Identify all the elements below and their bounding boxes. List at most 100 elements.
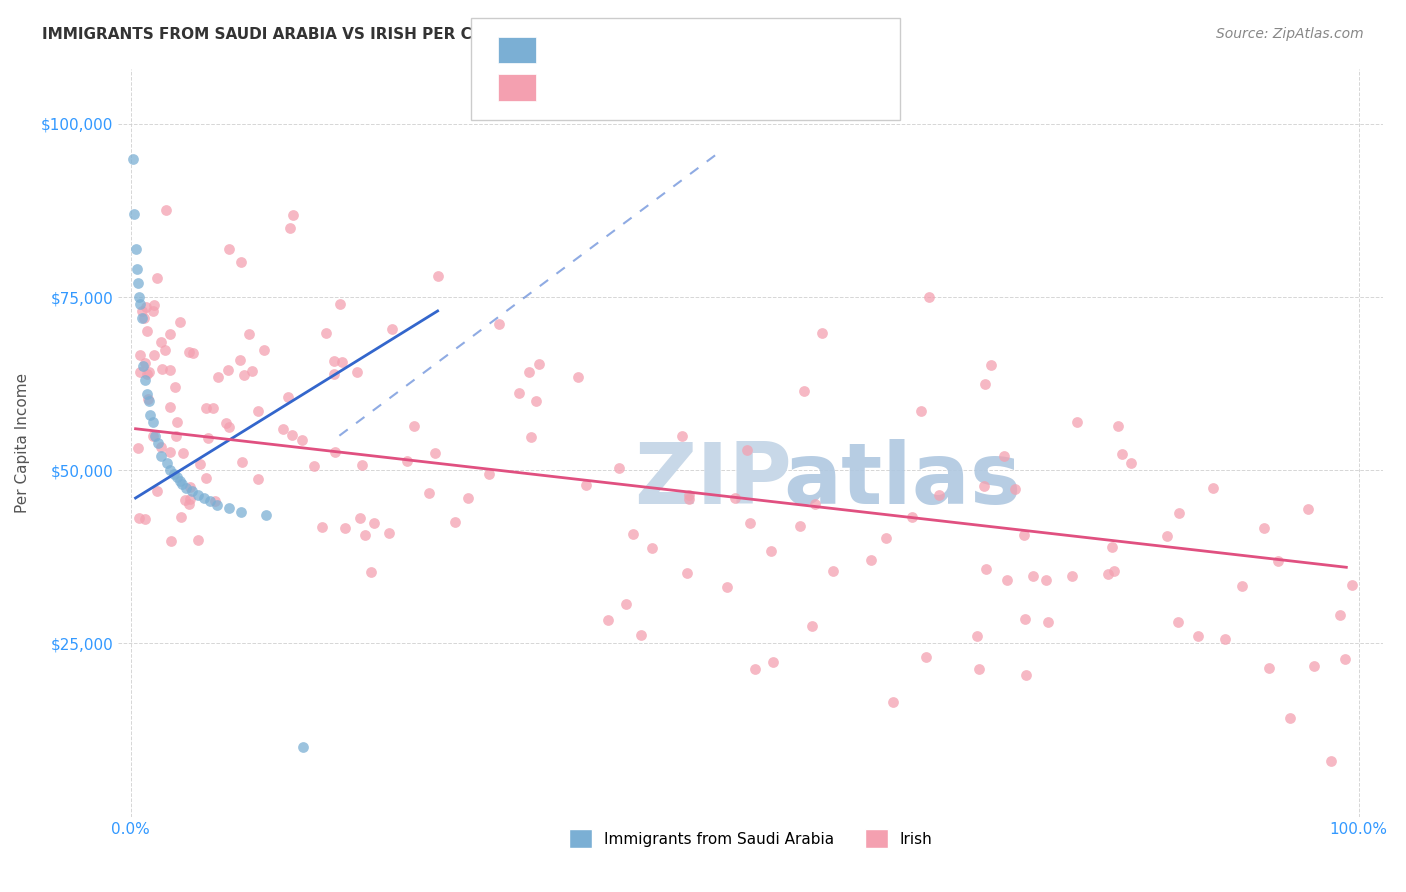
Point [1036, 615, 1059, 629]
Point [1333, 652, 1355, 666]
Point [1213, 632, 1236, 646]
Point [142, 415, 165, 429]
Point [218, 501, 240, 516]
Point [134, 356, 156, 370]
Point [801, 619, 824, 633]
Point [166, 415, 188, 429]
Point [614, 598, 637, 612]
Point [678, 488, 700, 502]
Point [181, 346, 204, 360]
Point [135, 324, 157, 338]
Point [1104, 564, 1126, 578]
Point [995, 573, 1018, 587]
Point [716, 580, 738, 594]
Point [1101, 541, 1123, 555]
Point [138, 394, 160, 409]
Point [169, 315, 191, 329]
Point [1015, 667, 1038, 681]
Point [1066, 415, 1088, 429]
Point [1340, 578, 1362, 592]
Point [311, 520, 333, 534]
Point [150, 362, 173, 376]
Point [128, 510, 150, 524]
Point [150, 334, 173, 349]
Point [127, 442, 149, 456]
Point [281, 427, 304, 442]
Point [159, 534, 181, 549]
Point [231, 255, 253, 269]
Point [240, 364, 263, 378]
Point [759, 544, 782, 558]
Point [281, 208, 304, 222]
Point [621, 527, 644, 541]
Legend: Immigrants from Saudi Arabia, Irish: Immigrants from Saudi Arabia, Irish [562, 823, 939, 854]
Point [323, 354, 346, 368]
Point [567, 370, 589, 384]
Text: IMMIGRANTS FROM SAUDI ARABIA VS IRISH PER CAPITA INCOME CORRELATION CHART: IMMIGRANTS FROM SAUDI ARABIA VS IRISH PE… [42, 27, 783, 42]
Point [202, 401, 225, 415]
Point [124, 242, 146, 256]
Point [980, 359, 1002, 373]
Point [172, 446, 194, 460]
Point [179, 497, 201, 511]
Point [153, 343, 176, 358]
Point [135, 367, 157, 381]
Point [1012, 527, 1035, 541]
Point [1258, 661, 1281, 675]
Point [859, 553, 882, 567]
Point [131, 304, 153, 318]
Point [142, 298, 165, 312]
Point [315, 326, 337, 340]
Point [139, 408, 162, 422]
Point [993, 450, 1015, 464]
Text: -0.390: -0.390 [609, 78, 664, 92]
Point [129, 349, 152, 363]
Point [135, 301, 157, 315]
Point [134, 311, 156, 326]
Point [231, 505, 253, 519]
Point [232, 368, 254, 382]
Point [323, 445, 346, 459]
Point [228, 353, 250, 368]
Text: ZIP: ZIP [634, 439, 792, 522]
Point [1167, 615, 1189, 629]
Point [1004, 482, 1026, 496]
Point [166, 470, 188, 484]
Point [278, 220, 301, 235]
Point [1329, 607, 1351, 622]
Point [159, 363, 181, 377]
Text: 167: 167 [756, 78, 789, 92]
Point [1119, 456, 1142, 470]
Point [793, 384, 815, 398]
Point [1097, 567, 1119, 582]
Point [678, 491, 700, 506]
Point [910, 404, 932, 418]
Point [928, 487, 950, 501]
Point [142, 303, 165, 318]
Y-axis label: Per Capita Income: Per Capita Income [15, 373, 30, 513]
Point [630, 628, 652, 642]
Point [162, 467, 184, 481]
Point [517, 365, 540, 379]
Point [146, 484, 169, 499]
Point [349, 510, 371, 524]
Point [134, 373, 156, 387]
Point [789, 519, 811, 533]
Point [134, 512, 156, 526]
Point [159, 400, 181, 414]
Point [173, 493, 195, 508]
Text: 33: 33 [756, 39, 778, 54]
Point [138, 365, 160, 379]
Point [252, 343, 274, 358]
Point [519, 430, 541, 444]
Point [423, 445, 446, 459]
Point [974, 376, 997, 391]
Point [179, 480, 201, 494]
Point [1035, 574, 1057, 588]
Point [247, 404, 270, 418]
Point [129, 365, 152, 379]
Point [418, 486, 440, 500]
Point [125, 262, 148, 277]
Point [204, 494, 226, 508]
Point [271, 421, 294, 435]
